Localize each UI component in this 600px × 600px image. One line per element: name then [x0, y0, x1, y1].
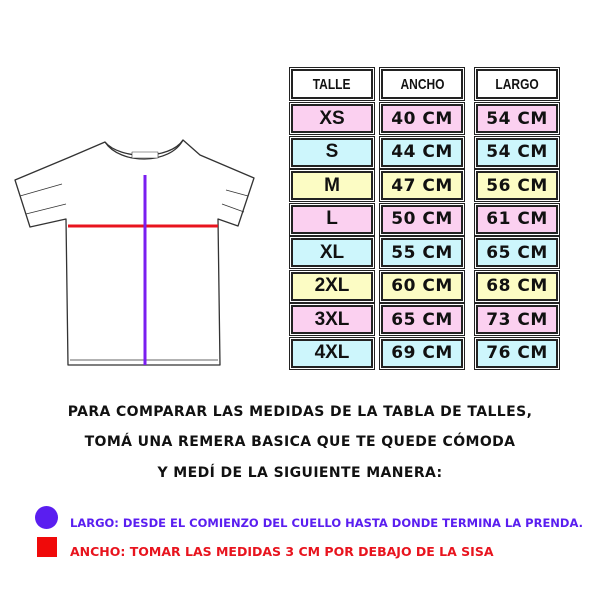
cell-ancho-text: 65 CM [391, 309, 453, 330]
cell-ancho-text: 44 CM [391, 142, 453, 162]
cell-largo-text: 65 CM [486, 242, 548, 263]
legend-ancho: ANCHO: TOMAR LAS MEDIDAS 3 CM POR DEBAJO… [70, 544, 494, 559]
circle-icon [35, 506, 58, 529]
cell-talle: L [289, 202, 375, 236]
header-talle-text: TALLE [313, 75, 351, 93]
instruction-line-3: Y MEDÍ DE LA SIGUIENTE MANERA: [157, 465, 443, 481]
cell-talle-text: 3XL [314, 308, 350, 330]
cell-talle-text: XS [319, 107, 345, 129]
cell-ancho: 55 CM [379, 236, 465, 269]
cell-ancho-text: 55 CM [391, 242, 453, 263]
cell-largo: 56 CM [474, 169, 560, 202]
cell-talle: XS [289, 102, 375, 135]
instruction-line-2: TOMÁ UNA REMERA BASICA QUE TE QUEDE CÓMO… [84, 434, 516, 450]
header-talle: TALLE [289, 67, 375, 101]
cell-largo-text: 76 CM [486, 343, 548, 363]
cell-talle: XL [289, 236, 375, 269]
cell-largo: 76 CM [474, 336, 560, 370]
cell-ancho-text: 60 CM [391, 276, 453, 296]
cell-ancho: 47 CM [379, 169, 465, 202]
cell-talle-text: XL [319, 241, 345, 263]
cell-talle-text: 2XL [314, 275, 350, 296]
cell-ancho: 60 CM [379, 269, 465, 303]
cell-largo-text: 68 CM [486, 276, 548, 296]
instruction-line-1: PARA COMPARAR LAS MEDIDAS DE LA TABLA DE… [67, 404, 533, 420]
header-largo: LARGO [474, 67, 560, 101]
cell-talle-text: S [325, 141, 339, 162]
cell-largo: 54 CM [474, 102, 560, 135]
cell-ancho: 50 CM [379, 202, 465, 236]
cell-talle: 4XL [289, 336, 375, 370]
cell-largo-text: 54 CM [486, 108, 548, 129]
cell-ancho-text: 47 CM [391, 175, 453, 196]
cell-largo: 68 CM [474, 269, 560, 303]
cell-talle: 2XL [289, 269, 375, 303]
square-icon [37, 537, 57, 557]
cell-talle-text: 4XL [314, 342, 350, 363]
cell-talle-text: M [324, 174, 340, 196]
tshirt-outline [14, 139, 255, 366]
cell-talle: 3XL [289, 303, 375, 336]
header-largo-text: LARGO [495, 75, 539, 93]
cell-largo-text: 54 CM [486, 142, 548, 162]
cell-talle: M [289, 169, 375, 202]
cell-largo: 61 CM [474, 202, 560, 236]
cell-largo-text: 56 CM [486, 175, 548, 196]
cell-ancho-text: 69 CM [391, 343, 453, 363]
cell-ancho-text: 50 CM [391, 209, 453, 229]
cell-largo-text: 73 CM [486, 309, 548, 330]
header-ancho-text: ANCHO [400, 75, 444, 93]
cell-ancho-text: 40 CM [391, 108, 453, 129]
header-ancho: ANCHO [379, 67, 465, 101]
legend-largo: LARGO: DESDE EL COMIENZO DEL CUELLO HAST… [70, 516, 583, 530]
cell-ancho: 40 CM [379, 102, 465, 135]
cell-largo: 73 CM [474, 303, 560, 336]
cell-ancho: 44 CM [379, 135, 465, 169]
cell-largo: 54 CM [474, 135, 560, 169]
cell-talle: S [289, 135, 375, 169]
tshirt-diagram [14, 139, 255, 366]
cell-ancho: 69 CM [379, 336, 465, 370]
cell-ancho: 65 CM [379, 303, 465, 336]
cell-largo-text: 61 CM [486, 209, 548, 229]
cell-talle-text: L [326, 208, 338, 229]
cell-largo: 65 CM [474, 236, 560, 269]
